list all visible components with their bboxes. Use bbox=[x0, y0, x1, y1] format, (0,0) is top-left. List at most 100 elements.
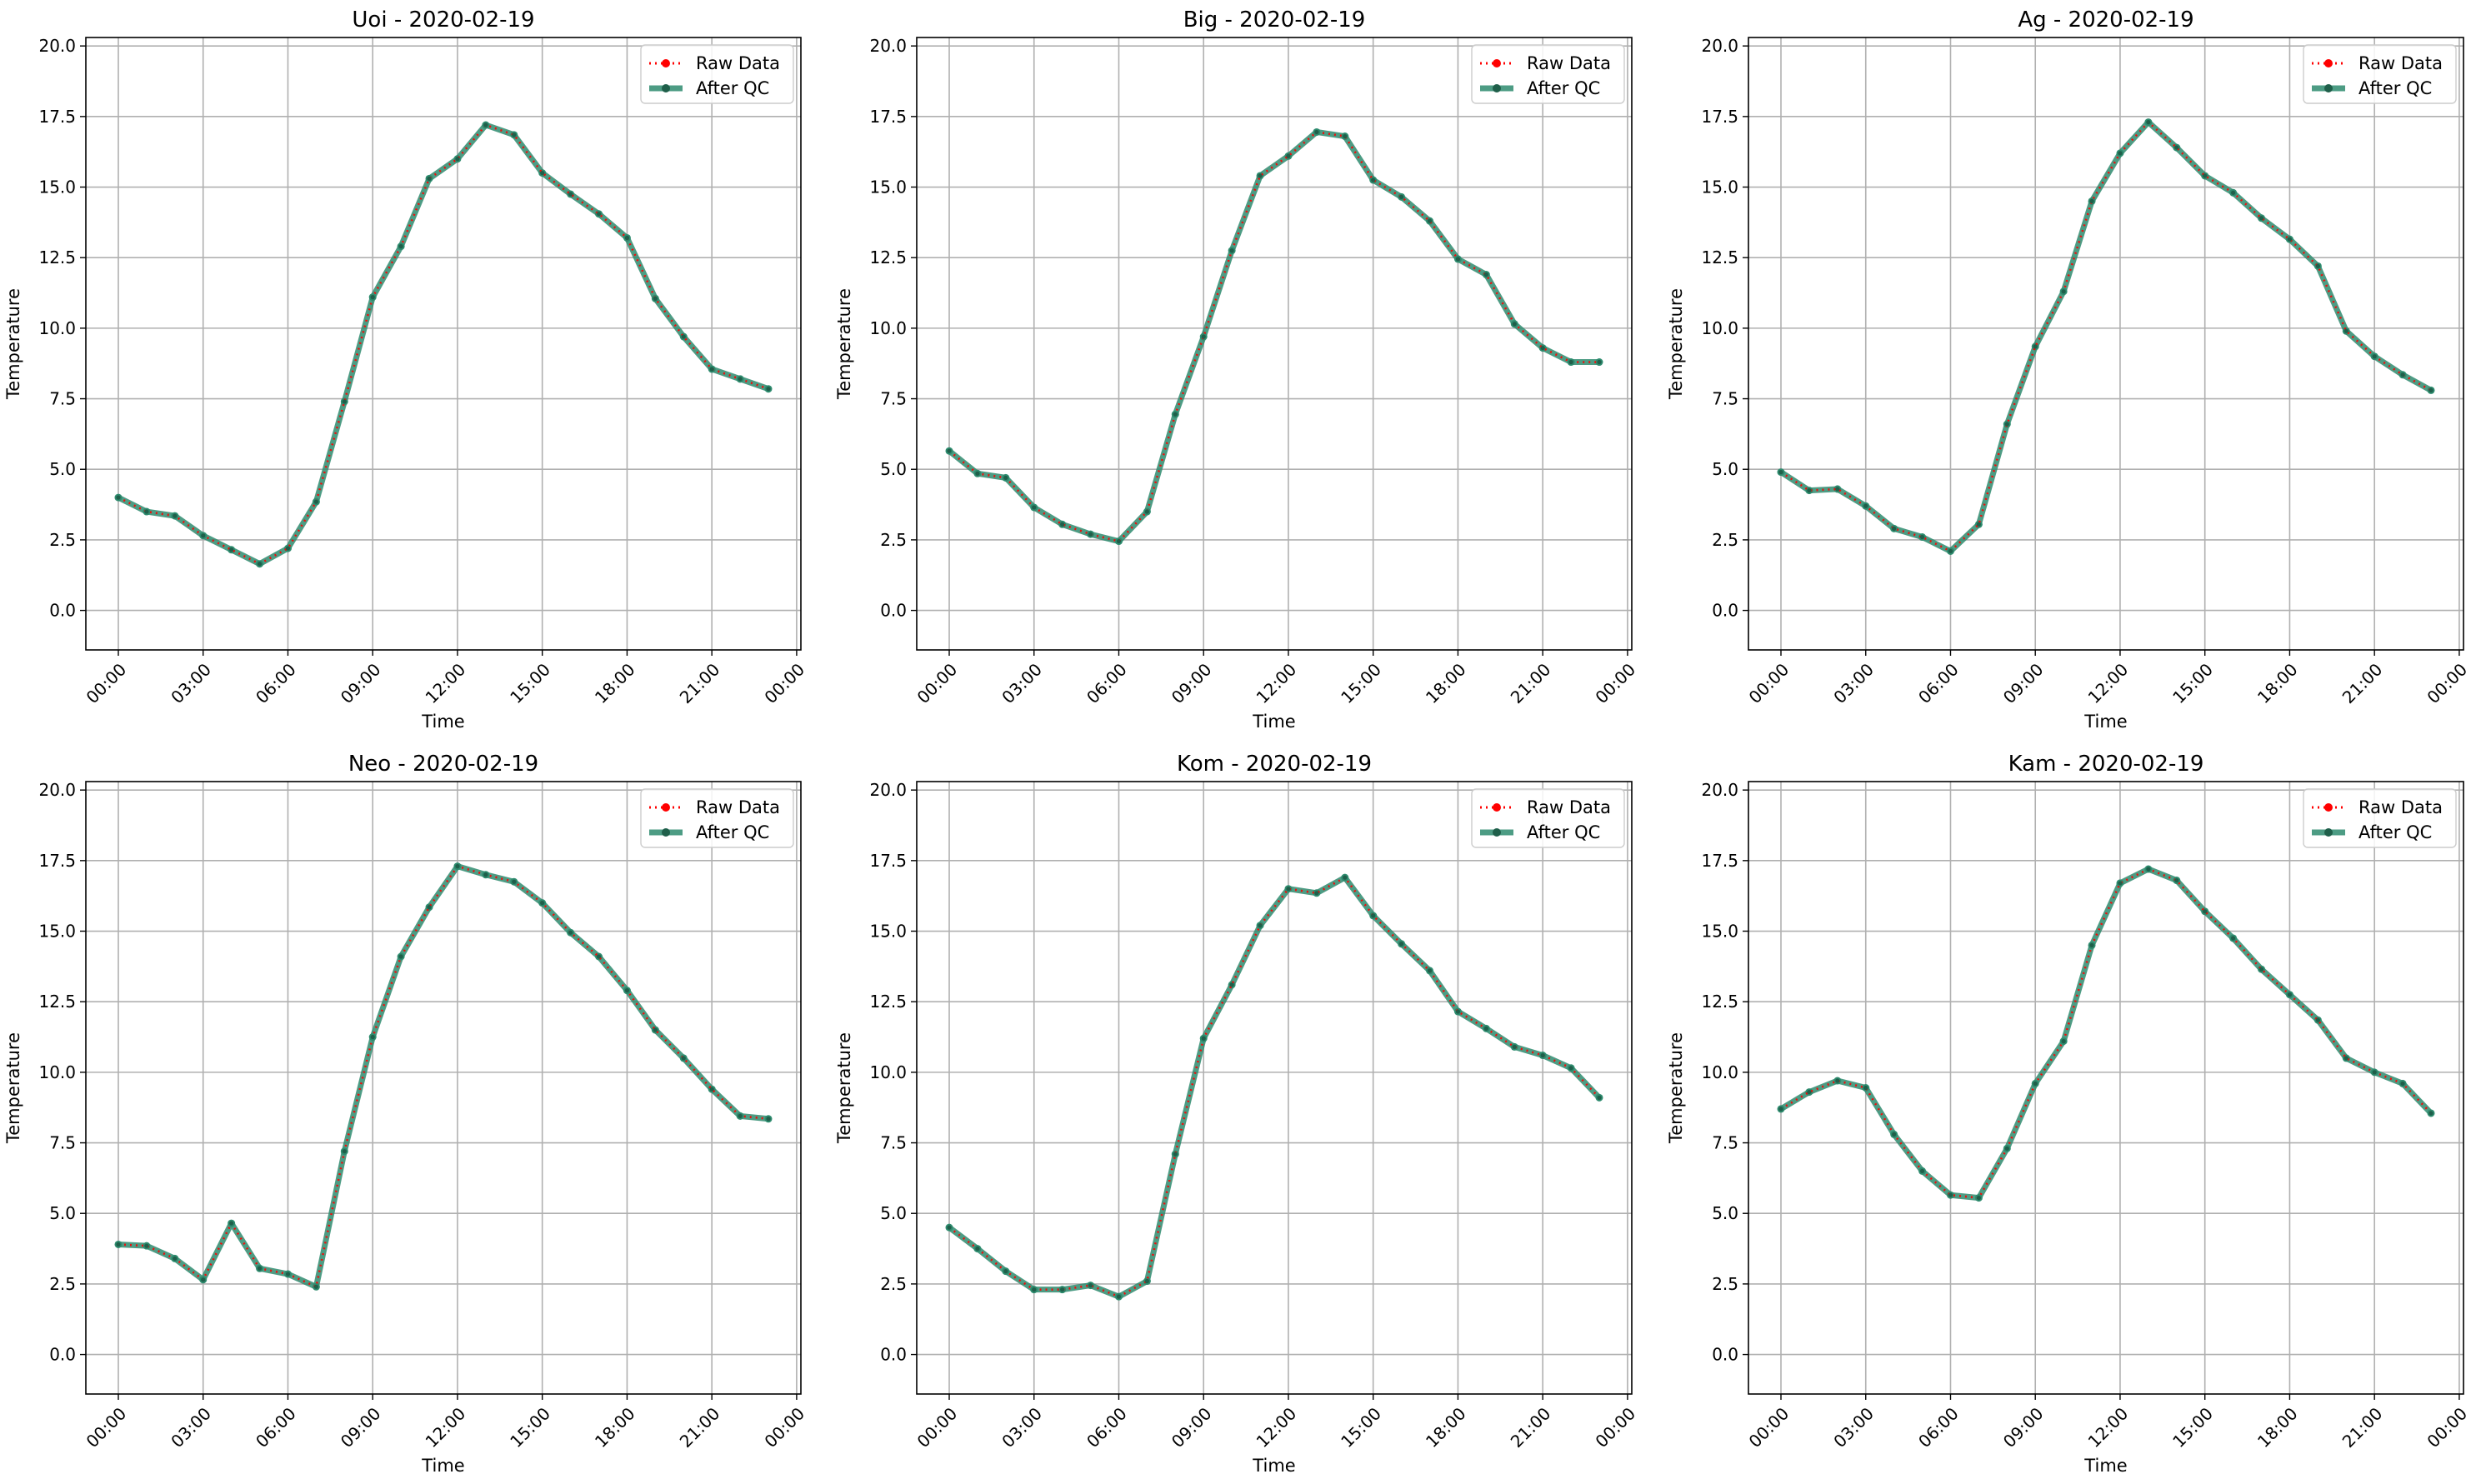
point-raw-data bbox=[975, 1246, 980, 1252]
point-raw-data bbox=[1060, 1287, 1065, 1292]
series-line-raw-data bbox=[948, 131, 1599, 543]
y-tick-label: 7.5 bbox=[880, 389, 907, 409]
legend-label-after-qc: After QC bbox=[1527, 822, 1600, 842]
point-raw-data bbox=[1201, 1036, 1206, 1041]
point-raw-data bbox=[1088, 532, 1093, 537]
x-tick-label: 00:00 bbox=[1591, 659, 1639, 707]
y-tick-label: 5.0 bbox=[880, 1203, 907, 1223]
x-tick-label: 06:00 bbox=[252, 1403, 300, 1452]
legend-label-after-qc: After QC bbox=[1527, 78, 1600, 98]
point-raw-data bbox=[1343, 875, 1348, 880]
point-raw-data bbox=[2089, 942, 2094, 948]
point-raw-data bbox=[1455, 1009, 1461, 1014]
x-axis-label: Time bbox=[2083, 1456, 2127, 1476]
x-tick-label: 06:00 bbox=[1083, 659, 1131, 707]
chart-title: Kom - 2020-02-19 bbox=[1177, 752, 1372, 777]
y-tick-label: 12.5 bbox=[869, 247, 907, 267]
point-raw-data bbox=[1540, 345, 1545, 351]
y-tick-label: 10.0 bbox=[1701, 318, 1738, 338]
point-raw-data bbox=[1919, 1168, 1925, 1174]
plot-frame bbox=[916, 781, 1633, 1395]
point-raw-data bbox=[1088, 1282, 1093, 1288]
x-tick-label: 15:00 bbox=[506, 659, 554, 707]
point-raw-data bbox=[2428, 387, 2433, 392]
point-raw-data bbox=[173, 513, 178, 518]
point-raw-data bbox=[709, 1087, 714, 1092]
y-tick-label: 5.0 bbox=[880, 459, 907, 479]
chart-panel-3: 00:00 03:00 06:00 09:00 12:00 15:00 18:00 21:00… bbox=[1666, 7, 2471, 732]
plot-frame bbox=[85, 37, 802, 651]
point-raw-data bbox=[1778, 470, 1783, 475]
x-tick-label: 00:00 bbox=[2423, 1403, 2471, 1452]
point-raw-data bbox=[1314, 891, 1319, 896]
point-raw-data bbox=[144, 509, 149, 514]
point-raw-data bbox=[2315, 263, 2320, 268]
chart-title: Big - 2020-02-19 bbox=[1183, 7, 1366, 32]
y-tick-label: 12.5 bbox=[869, 992, 907, 1012]
point-raw-data bbox=[342, 399, 347, 404]
y-axis-label: Temperature bbox=[834, 1032, 854, 1144]
legend: Raw Data After QC bbox=[2303, 44, 2457, 104]
chart-panel-2: 00:00 03:00 06:00 09:00 12:00 15:00 18:00 21:00… bbox=[834, 7, 1639, 732]
point-raw-data bbox=[2061, 1039, 2066, 1044]
x-tick-label: 00:00 bbox=[83, 1403, 131, 1452]
plot-frame bbox=[916, 37, 1633, 651]
point-raw-data bbox=[2258, 967, 2264, 972]
point-raw-data bbox=[709, 367, 714, 372]
x-tick-label: 03:00 bbox=[998, 1403, 1046, 1452]
point-raw-data bbox=[2372, 1070, 2377, 1075]
point-raw-data bbox=[116, 1242, 121, 1247]
x-tick-label: 06:00 bbox=[252, 659, 300, 707]
x-tick-label: 15:00 bbox=[1337, 659, 1385, 707]
chart-title: Uoi - 2020-02-19 bbox=[352, 7, 534, 32]
point-raw-data bbox=[975, 471, 980, 476]
chart-panel-1: 00:00 03:00 06:00 09:00 12:00 15:00 18:00 21:00… bbox=[3, 7, 808, 732]
legend-marker-raw-data bbox=[1493, 59, 1501, 67]
y-tick-label: 17.5 bbox=[869, 107, 907, 127]
legend-label-after-qc: After QC bbox=[696, 78, 769, 98]
point-raw-data bbox=[2004, 422, 2009, 427]
point-raw-data bbox=[1483, 1026, 1488, 1031]
point-raw-data bbox=[1455, 257, 1461, 262]
x-tick-label: 12:00 bbox=[1253, 1403, 1301, 1452]
y-tick-label: 20.0 bbox=[869, 780, 907, 800]
y-tick-label: 7.5 bbox=[49, 389, 76, 409]
legend-marker-after-qc bbox=[1493, 828, 1501, 837]
point-raw-data bbox=[2174, 145, 2179, 150]
x-tick-label: 12:00 bbox=[1253, 659, 1301, 707]
x-tick-label: 21:00 bbox=[676, 659, 724, 707]
legend: Raw Data After QC bbox=[640, 788, 794, 848]
x-tick-label: 03:00 bbox=[1829, 659, 1878, 707]
legend-label-raw-data: Raw Data bbox=[696, 53, 780, 73]
y-axis-label: Temperature bbox=[3, 288, 23, 400]
chart-title: Ag - 2020-02-19 bbox=[2018, 7, 2193, 32]
y-tick-label: 10.0 bbox=[869, 1062, 907, 1082]
y-tick-label: 12.5 bbox=[1701, 247, 1738, 267]
y-tick-label: 2.5 bbox=[49, 530, 76, 550]
y-tick-label: 7.5 bbox=[1712, 1133, 1738, 1153]
legend-marker-after-qc bbox=[662, 84, 670, 92]
point-raw-data bbox=[1314, 129, 1319, 135]
point-raw-data bbox=[1512, 322, 1517, 327]
point-raw-data bbox=[1835, 487, 1840, 492]
point-raw-data bbox=[1258, 923, 1263, 928]
legend-label-raw-data: Raw Data bbox=[696, 797, 780, 817]
x-tick-label: 03:00 bbox=[167, 1403, 215, 1452]
point-raw-data bbox=[1892, 1132, 1897, 1137]
point-raw-data bbox=[2203, 909, 2208, 914]
point-raw-data bbox=[1032, 505, 1037, 510]
x-tick-label: 21:00 bbox=[1507, 659, 1555, 707]
point-raw-data bbox=[540, 170, 545, 176]
legend-marker-after-qc bbox=[662, 828, 670, 837]
point-raw-data bbox=[512, 132, 517, 137]
point-raw-data bbox=[2089, 198, 2094, 204]
x-tick-label: 12:00 bbox=[2084, 1403, 2133, 1452]
point-raw-data bbox=[1003, 1269, 1008, 1274]
x-tick-label: 00:00 bbox=[760, 659, 808, 707]
y-axis-label: Temperature bbox=[1666, 288, 1686, 400]
y-tick-label: 0.0 bbox=[1712, 601, 1738, 621]
legend-marker-raw-data bbox=[662, 803, 670, 812]
point-raw-data bbox=[2146, 120, 2151, 125]
y-tick-label: 7.5 bbox=[880, 1133, 907, 1153]
point-raw-data bbox=[2428, 1111, 2433, 1116]
